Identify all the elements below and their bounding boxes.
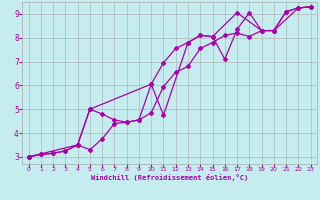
X-axis label: Windchill (Refroidissement éolien,°C): Windchill (Refroidissement éolien,°C) bbox=[91, 174, 248, 181]
